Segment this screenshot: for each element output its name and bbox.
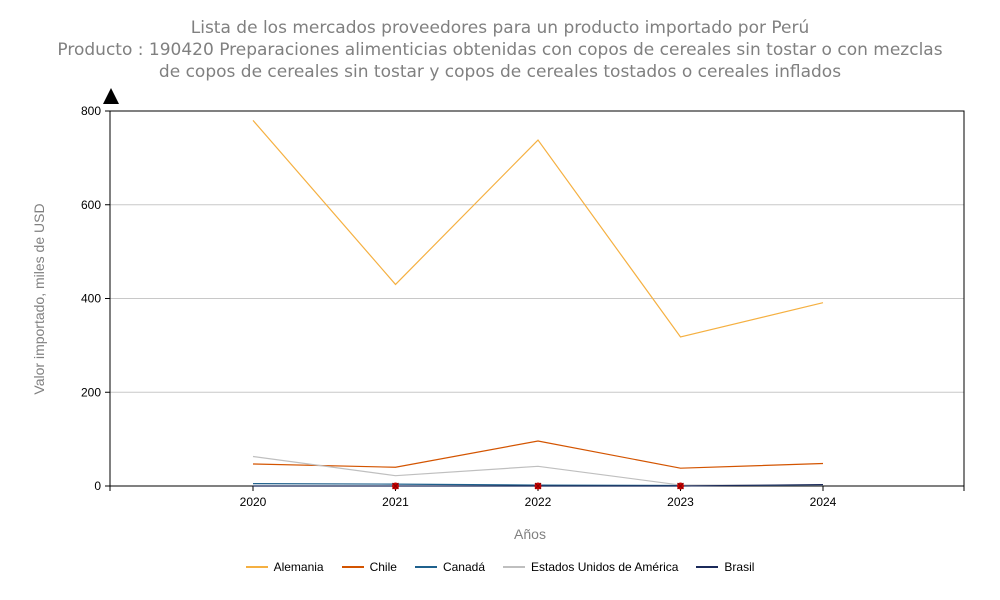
series-lines [252, 119, 824, 487]
legend-item[interactable]: Chile [341, 560, 397, 574]
legend-swatch [696, 566, 719, 568]
legend-item[interactable]: Canadá [414, 560, 485, 574]
series-line-chile [252, 440, 824, 469]
legend-label: Alemania [273, 560, 324, 574]
x-tick-label: 2022 [525, 495, 552, 509]
legend-item[interactable]: Estados Unidos de América [503, 560, 678, 574]
legend-label: Chile [369, 560, 397, 574]
y-axis-arrow-icon [103, 88, 119, 104]
point-marker [392, 482, 399, 490]
legend-swatch [245, 566, 268, 568]
legend-item[interactable]: Alemania [245, 560, 324, 574]
legend-swatch [503, 566, 525, 568]
chart-title-line-2: Producto : 190420 Preparaciones alimenti… [57, 40, 943, 60]
series-line-estados-unidos-de-am-rica [252, 455, 823, 486]
grid-lines [110, 204, 964, 393]
chart-title-line-3: de copos de cereales sin tostar y copos … [158, 62, 842, 82]
point-marker [534, 482, 542, 490]
legend-label: Brasil [724, 560, 755, 574]
legend-item[interactable]: Brasil [696, 560, 754, 574]
y-tick-label: 400 [81, 292, 101, 306]
point-marker [677, 482, 684, 490]
legend-swatch [414, 566, 437, 568]
x-tick-label: 2021 [382, 495, 409, 509]
legend: Alemania Chile Canadá Estados Unidos de Amé… [0, 560, 1000, 574]
y-axis-label: Valor importado, miles de USD [31, 203, 47, 394]
zero-markers [392, 482, 684, 490]
legend-swatch [341, 566, 364, 568]
x-tick-label: 2024 [810, 495, 837, 509]
x-axis-label: Años [514, 526, 546, 542]
series-line-alemania [252, 119, 824, 338]
x-tick-label: 2020 [240, 495, 267, 509]
y-axis-ticks: 0 200 400 600 800 [81, 104, 110, 493]
chart-title-line-1: Lista de los mercados proveedores para u… [190, 18, 810, 38]
x-tick-label: 2023 [667, 495, 694, 509]
y-tick-label: 800 [81, 104, 101, 118]
x-axis-ticks: 2020 2021 2022 2023 2024 [109, 486, 965, 509]
y-tick-label: 0 [94, 479, 101, 493]
y-tick-label: 600 [81, 198, 101, 212]
y-tick-label: 200 [81, 385, 101, 399]
legend-label: Estados Unidos de América [531, 560, 679, 574]
legend-label: Canadá [442, 560, 485, 574]
